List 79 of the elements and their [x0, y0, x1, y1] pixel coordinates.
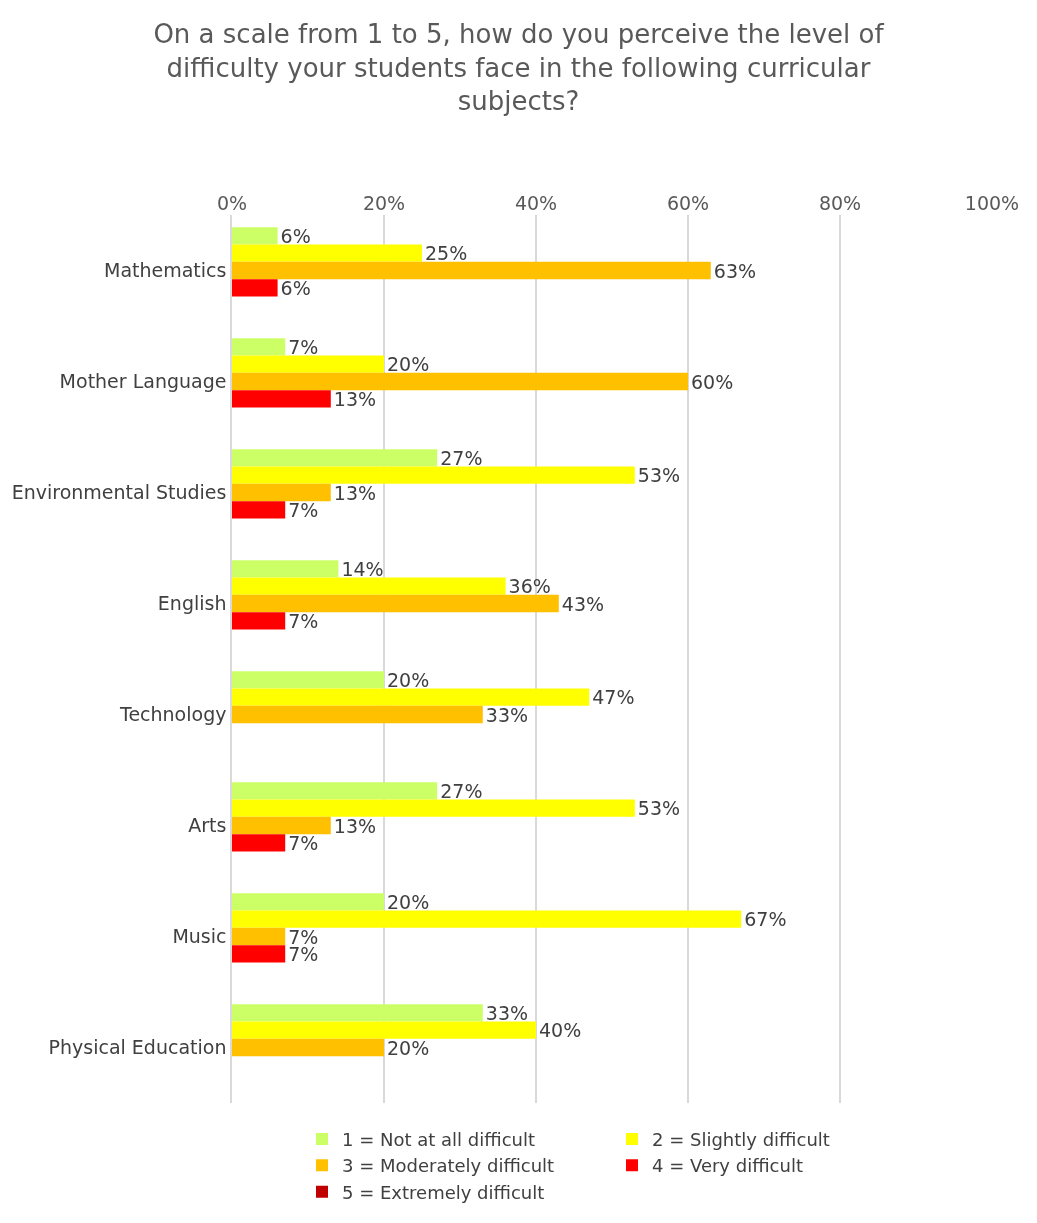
data-label: 25%	[425, 242, 468, 265]
data-label: 7%	[288, 335, 319, 358]
data-label: 43%	[561, 592, 605, 615]
y-tick-label: Environmental Studies	[11, 481, 227, 504]
data-label: 20%	[387, 353, 430, 376]
data-label: 13%	[333, 814, 377, 837]
data-label: 7%	[288, 831, 319, 854]
data-label: 67%	[744, 908, 787, 931]
y-tick-label: Physical Education	[48, 1036, 227, 1059]
legend-label: 1 = Not at all difficult	[342, 1128, 535, 1150]
bar	[232, 279, 278, 297]
x-tick-label: 60%	[666, 192, 710, 215]
data-label: 33%	[485, 703, 529, 726]
bar	[232, 244, 422, 262]
bar	[232, 338, 286, 356]
bar	[232, 577, 506, 595]
x-tick-label: 20%	[362, 192, 406, 215]
chart-title: On a scale from 1 to 5, how do you perceive the level of difficulty your students face in the following curricular subjects?	[153, 18, 885, 117]
bar	[232, 945, 286, 963]
bar	[232, 910, 742, 928]
data-label: 20%	[387, 668, 430, 691]
y-tick-label: Music	[172, 925, 227, 948]
bar	[232, 355, 384, 373]
bar	[232, 782, 438, 800]
bar	[232, 799, 635, 817]
bar	[232, 449, 438, 467]
x-tick-label: 100%	[964, 192, 1020, 215]
bar	[232, 927, 286, 946]
data-label: 27%	[440, 446, 483, 469]
data-label: 6%	[280, 224, 311, 247]
bar	[232, 1021, 536, 1039]
bar	[232, 612, 286, 630]
data-label: 7%	[288, 925, 319, 948]
bar	[232, 893, 384, 911]
data-label: 7%	[288, 609, 319, 632]
bar	[232, 816, 331, 835]
bar	[232, 594, 559, 613]
bar	[232, 671, 384, 689]
data-label: 40%	[539, 1019, 582, 1042]
bar	[232, 705, 483, 724]
bar	[232, 560, 339, 578]
data-label: 6%	[280, 276, 311, 299]
legend-label: 2 = Slightly difficult	[652, 1128, 830, 1150]
y-tick-label: Technology	[119, 703, 227, 726]
y-tick-label: Mathematics	[104, 259, 227, 282]
data-label: 47%	[592, 686, 635, 709]
bar	[232, 1038, 384, 1057]
bar	[232, 501, 286, 519]
bar	[232, 372, 688, 391]
data-label: 13%	[333, 481, 377, 504]
data-label: 53%	[637, 464, 681, 487]
data-label: 20%	[387, 890, 430, 913]
bar	[232, 834, 286, 852]
bar	[232, 688, 590, 706]
data-label: 7%	[288, 498, 319, 521]
data-label: 20%	[387, 1036, 430, 1059]
x-tick-label: 80%	[818, 192, 862, 215]
x-tick-label: 0%	[216, 192, 248, 215]
data-label: 27%	[440, 779, 483, 802]
data-label: 33%	[485, 1001, 529, 1024]
bar	[232, 483, 331, 502]
data-label: 53%	[637, 797, 681, 820]
y-tick-label: Arts	[188, 814, 227, 837]
bar	[232, 390, 331, 408]
legend-label: 5 = Extremely difficult	[342, 1181, 545, 1203]
data-label: 60%	[691, 370, 734, 393]
y-tick-label: Mother Language	[59, 370, 227, 393]
bar	[232, 261, 711, 280]
legend-label: 4 = Very difficult	[652, 1155, 803, 1177]
data-label: 14%	[341, 557, 384, 580]
x-tick-label: 40%	[514, 192, 558, 215]
data-label: 36%	[508, 575, 551, 598]
data-label: 13%	[333, 387, 377, 410]
y-tick-label: English	[157, 592, 227, 615]
bar	[232, 1004, 483, 1022]
bar	[232, 227, 278, 245]
data-label: 63%	[713, 259, 757, 282]
bar	[232, 466, 635, 484]
legend-label: 3 = Moderately difficult	[342, 1155, 555, 1177]
